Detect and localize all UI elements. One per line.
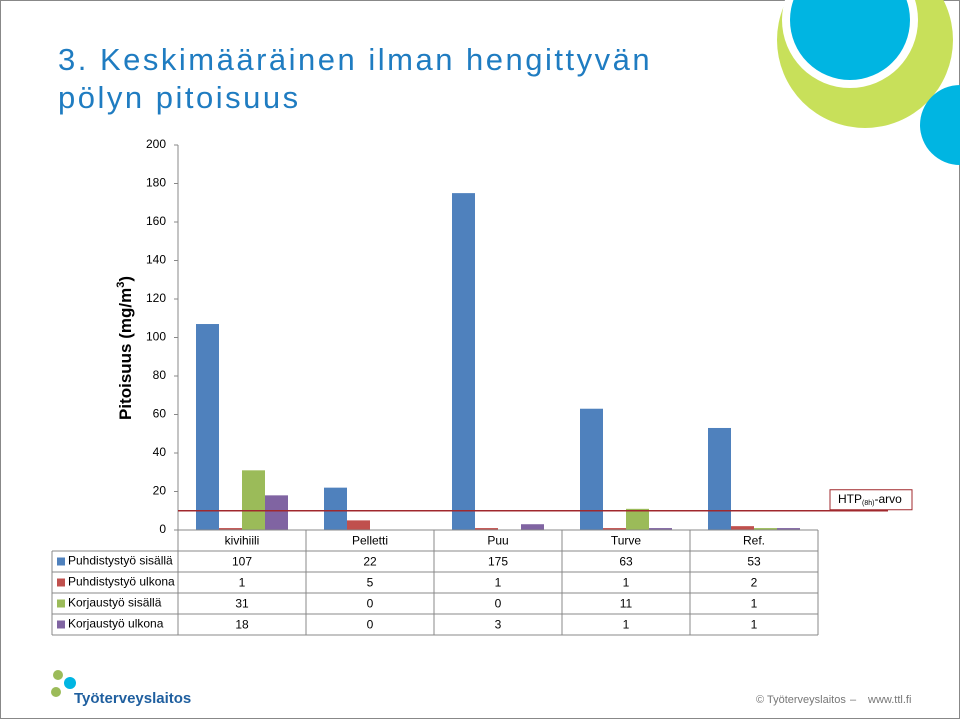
table-cell: 3	[495, 618, 502, 632]
table-cell: 18	[235, 618, 249, 632]
bar	[242, 470, 265, 530]
bar	[777, 528, 800, 530]
separator: –	[850, 694, 857, 706]
url: www.ttl.fi	[867, 694, 911, 706]
y-tick-label: 60	[153, 407, 167, 421]
legend-swatch	[57, 599, 65, 608]
x-tick-label: kivihiili	[225, 534, 260, 548]
legend-label: Korjaustyö ulkona	[68, 617, 164, 631]
y-label-suffix: )	[116, 276, 135, 282]
table-cell: 1	[623, 618, 630, 632]
table-cell: 1	[239, 576, 246, 590]
legend-swatch	[57, 557, 65, 566]
table-cell: 0	[367, 618, 374, 632]
table-cell: 11	[620, 597, 633, 611]
legend-label: Korjaustyö sisällä	[68, 596, 162, 610]
bar	[475, 528, 498, 530]
y-tick-label: 160	[146, 214, 166, 228]
y-tick-label: 80	[153, 368, 167, 382]
reference-sub: (8h)	[862, 500, 874, 507]
y-tick-label: 120	[146, 291, 166, 305]
reference-label: HTP(8h)-arvo	[838, 492, 902, 507]
y-tick-label: 20	[153, 484, 167, 498]
bar	[347, 520, 370, 530]
logo-dot	[64, 677, 76, 689]
bar	[219, 528, 242, 530]
bar	[708, 427, 731, 530]
x-tick-label: Ref.	[743, 534, 765, 548]
legend-swatch	[57, 578, 65, 587]
y-label-text: Pitoisuus (mg/m	[116, 288, 135, 420]
y-tick-label: 180	[146, 176, 166, 190]
y-tick-label: 200	[146, 137, 166, 151]
table-cell: 63	[619, 555, 633, 569]
decor-circle	[920, 85, 960, 165]
table-cell: 5	[367, 576, 374, 590]
table-cell: 0	[367, 597, 374, 611]
y-tick-label: 140	[146, 253, 166, 267]
logo: Työterveyslaitos	[51, 670, 191, 707]
table-cell: 0	[495, 597, 502, 611]
table-cell: 53	[747, 555, 761, 569]
reference-suffix: -arvo	[874, 492, 902, 506]
y-tick-label: 40	[153, 445, 167, 459]
bar	[196, 324, 219, 530]
y-tick-label: 0	[159, 522, 166, 536]
title-line: pölyn pitoisuus	[58, 80, 301, 115]
bar	[626, 508, 649, 530]
table-cell: 1	[751, 618, 758, 632]
table-cell: 2	[751, 576, 758, 590]
bar	[324, 487, 347, 530]
legend-label: Puhdistystyö sisällä	[68, 554, 173, 568]
bar	[580, 408, 603, 530]
table-cell: 175	[488, 555, 508, 569]
logo-dot	[51, 687, 61, 697]
bar	[649, 528, 672, 530]
reference-text: HTP	[838, 492, 862, 506]
reference-label-box	[829, 489, 913, 511]
x-tick-label: Turve	[611, 534, 642, 548]
logo-dot	[53, 670, 63, 680]
bar	[731, 526, 754, 530]
y-tick-label: 100	[146, 330, 166, 344]
table-cell: 1	[751, 597, 758, 611]
table-cell: 22	[363, 555, 377, 569]
legend-label: Puhdistystyö ulkona	[68, 575, 175, 589]
bar	[754, 528, 777, 530]
table-cell: 1	[495, 576, 502, 590]
bar	[521, 524, 544, 530]
title-line: 3. Keskimääräinen ilman hengittyvän	[58, 42, 652, 77]
table-cell: 1	[623, 576, 630, 590]
legend-swatch	[57, 620, 65, 629]
bar	[603, 528, 626, 530]
x-tick-label: Puu	[487, 534, 508, 548]
bar	[265, 495, 288, 530]
table-cell: 107	[232, 555, 252, 569]
bar	[452, 193, 475, 530]
decor-circle	[790, 0, 910, 80]
logo-text: Työterveyslaitos	[74, 690, 191, 707]
x-tick-label: Pelletti	[352, 534, 388, 548]
copyright: © Työterveyslaitos	[756, 694, 846, 706]
table-cell: 31	[235, 597, 249, 611]
y-label-sup: 3	[115, 282, 127, 288]
y-axis-label: Pitoisuus (mg/m3)	[115, 276, 136, 420]
